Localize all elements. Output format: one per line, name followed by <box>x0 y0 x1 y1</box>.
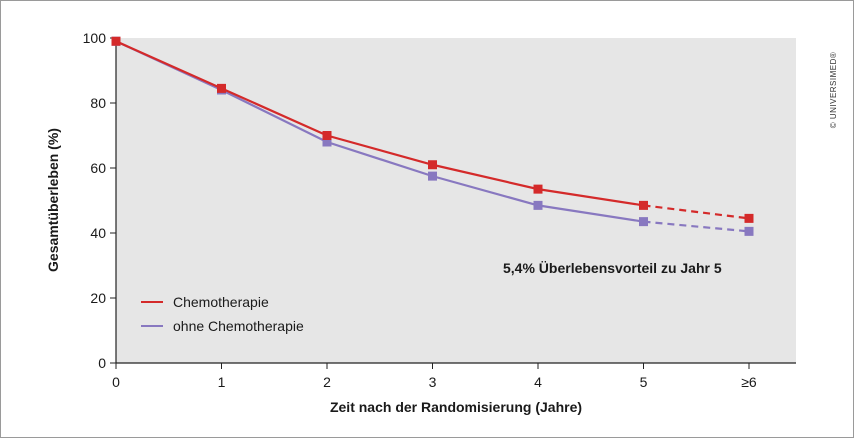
x-tick-label: 0 <box>112 374 120 390</box>
y-tick-label: 20 <box>90 290 106 306</box>
data-point-chemotherapie <box>639 200 648 210</box>
data-point-chemotherapie <box>322 131 332 140</box>
x-tick-label: 5 <box>640 374 648 390</box>
x-tick-label: 4 <box>534 374 542 390</box>
legend-label-ohne-chemotherapie: ohne Chemotherapie <box>173 318 304 334</box>
data-point-chemotherapie <box>111 36 121 46</box>
data-point-ohne-chemotherapie <box>322 137 332 147</box>
data-point-chemotherapie <box>217 83 226 93</box>
y-tick-label: 100 <box>83 30 107 46</box>
x-tick-label: 1 <box>218 374 226 390</box>
data-point-chemotherapie <box>533 184 543 194</box>
survival-advantage-annotation: 5,4% Überlebensvorteil zu Jahr 5 <box>503 260 722 276</box>
y-tick-label: 60 <box>90 160 106 176</box>
x-tick-label: 3 <box>429 374 437 390</box>
series-line-dashed-ohne-chemotherapie <box>643 220 750 233</box>
y-axis-title: Gesamtüberleben (%) <box>45 128 61 272</box>
x-axis-ticks: 0 1 2 3 4 5 ≥6 <box>112 363 757 390</box>
y-tick-label: 0 <box>98 355 106 371</box>
axes <box>115 38 796 364</box>
data-point-ohne-chemotherapie <box>533 200 543 210</box>
series-line-dashed-chemotherapie <box>643 204 750 220</box>
y-tick-label: 80 <box>90 95 106 111</box>
x-tick-label: ≥6 <box>741 374 757 390</box>
series-line-chemotherapie <box>115 40 644 207</box>
data-point-chemotherapie <box>744 213 754 223</box>
y-tick-label: 40 <box>90 225 106 241</box>
legend: Chemotherapie ohne Chemotherapie <box>141 294 304 334</box>
legend-label-chemotherapie: Chemotherapie <box>173 294 269 310</box>
y-axis-ticks: 0 20 40 60 80 100 <box>83 30 116 371</box>
data-point-ohne-chemotherapie <box>639 217 648 227</box>
x-axis-title: Zeit nach der Randomisierung (Jahre) <box>330 399 582 415</box>
data-point-chemotherapie <box>428 160 437 170</box>
series-line-ohne-chemotherapie <box>115 40 644 223</box>
copyright-credit: © UNIVERSIMED® <box>829 52 838 129</box>
x-tick-label: 2 <box>323 374 331 390</box>
data-point-ohne-chemotherapie <box>428 171 437 181</box>
series-group <box>111 36 754 236</box>
data-point-ohne-chemotherapie <box>744 226 754 236</box>
